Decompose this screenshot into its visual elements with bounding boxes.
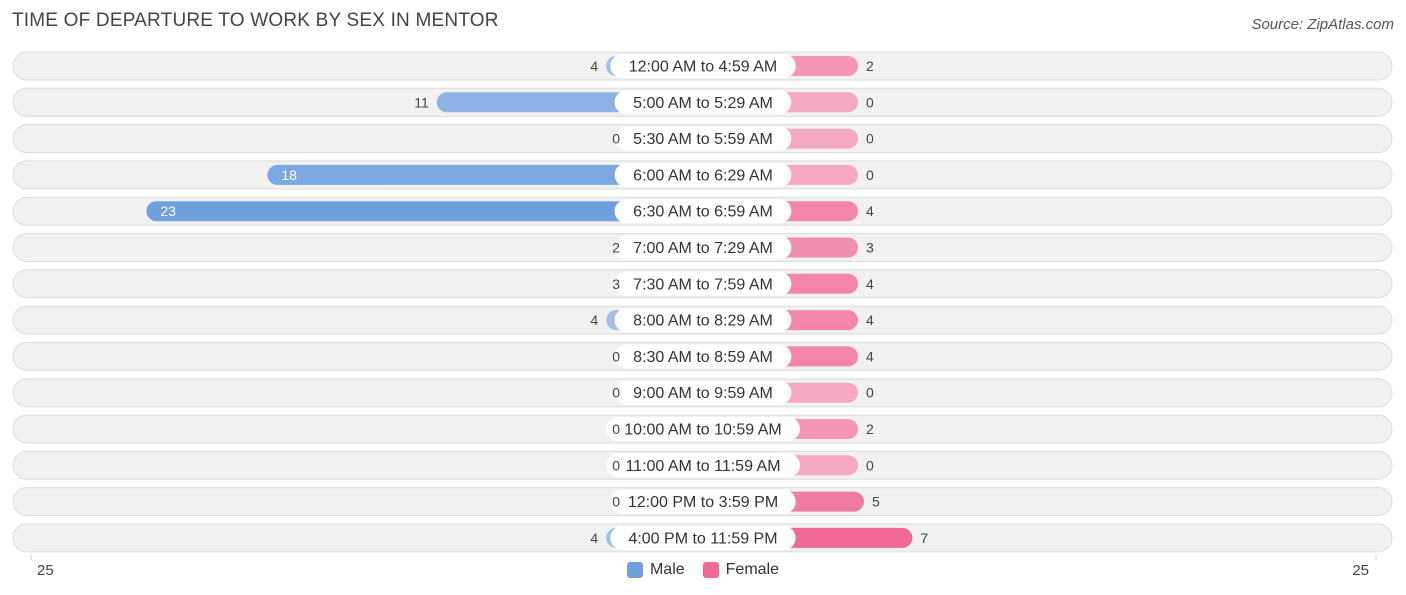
male-value-label: 2 xyxy=(612,240,620,256)
category-label: 10:00 AM to 10:59 AM xyxy=(624,422,781,439)
category-pill xyxy=(610,525,796,550)
category-pill xyxy=(606,453,800,478)
female-value-label: 0 xyxy=(866,94,874,110)
male-value-label: 0 xyxy=(612,421,620,437)
category-pill xyxy=(614,308,792,333)
category-pill xyxy=(610,489,796,514)
category-label: 12:00 PM to 3:59 PM xyxy=(628,494,778,511)
female-value-label: 2 xyxy=(866,58,874,74)
category-label: 6:00 AM to 6:29 AM xyxy=(633,167,773,184)
chart-title: TIME OF DEPARTURE TO WORK BY SEX IN MENT… xyxy=(12,10,499,31)
category-pill xyxy=(614,199,792,224)
male-value-label: 18 xyxy=(281,167,297,183)
category-pill xyxy=(614,235,792,260)
category-pill xyxy=(614,162,792,187)
legend-label-male: Male xyxy=(649,561,685,578)
male-bar xyxy=(146,201,703,222)
category-pill xyxy=(606,417,800,441)
female-value-label: 3 xyxy=(866,240,874,256)
male-value-label: 0 xyxy=(612,131,620,147)
female-value-label: 4 xyxy=(866,276,874,292)
female-value-label: 0 xyxy=(866,457,874,473)
female-value-label: 7 xyxy=(920,530,928,546)
female-value-label: 0 xyxy=(866,167,874,183)
category-label: 5:00 AM to 5:29 AM xyxy=(633,95,773,112)
male-value-label: 0 xyxy=(612,457,620,473)
female-value-label: 4 xyxy=(866,312,874,328)
male-value-label: 0 xyxy=(612,348,620,364)
category-label: 5:30 AM to 5:59 AM xyxy=(633,131,773,148)
category-label: 6:30 AM to 6:59 AM xyxy=(633,204,773,221)
category-label: 4:00 PM to 11:59 PM xyxy=(628,530,777,547)
female-value-label: 2 xyxy=(866,421,874,437)
male-value-label: 0 xyxy=(612,385,620,401)
male-value-label: 3 xyxy=(612,276,620,292)
female-value-label: 4 xyxy=(866,348,874,364)
axis-right-label: 25 xyxy=(1352,562,1369,579)
male-value-label: 4 xyxy=(590,58,598,74)
legend-swatch-female xyxy=(702,562,719,578)
female-value-label: 4 xyxy=(866,203,874,219)
male-value-label: 23 xyxy=(160,203,176,219)
legend-item-female[interactable]: Female xyxy=(702,561,780,579)
female-value-label: 0 xyxy=(866,385,874,401)
category-pill xyxy=(614,380,792,405)
category-label: 11:00 AM to 11:59 AM xyxy=(625,458,780,475)
category-pill xyxy=(614,271,792,296)
male-value-label: 11 xyxy=(414,94,429,110)
category-label: 8:30 AM to 8:59 AM xyxy=(633,349,773,366)
category-pill xyxy=(610,54,796,78)
category-label: 7:30 AM to 7:59 AM xyxy=(633,276,773,293)
male-value-label: 4 xyxy=(590,530,598,546)
source-label: Source: ZipAtlas.com xyxy=(1251,16,1394,33)
male-value-label: 0 xyxy=(612,494,620,510)
legend: Male Female xyxy=(0,561,1406,579)
female-value-label: 5 xyxy=(872,494,880,510)
legend-item-male[interactable]: Male xyxy=(626,561,685,579)
female-value-label: 0 xyxy=(866,131,874,147)
category-label: 7:00 AM to 7:29 AM xyxy=(633,240,773,257)
axis-left-label: 25 xyxy=(37,562,54,579)
male-bar xyxy=(267,164,703,185)
chart-canvas: 12:00 AM to 4:59 AM 4 2 5:00 AM to 5:29 AM 1… xyxy=(12,51,1393,560)
category-pill xyxy=(614,90,792,115)
legend-swatch-male xyxy=(626,562,643,578)
legend-label-female: Female xyxy=(725,561,780,578)
category-label: 9:00 AM to 9:59 AM xyxy=(633,385,773,402)
category-pill xyxy=(614,126,792,151)
male-value-label: 4 xyxy=(590,312,598,328)
category-label: 8:00 AM to 8:29 AM xyxy=(633,313,773,330)
category-label: 12:00 AM to 4:59 AM xyxy=(629,59,778,76)
category-pill xyxy=(614,344,792,369)
